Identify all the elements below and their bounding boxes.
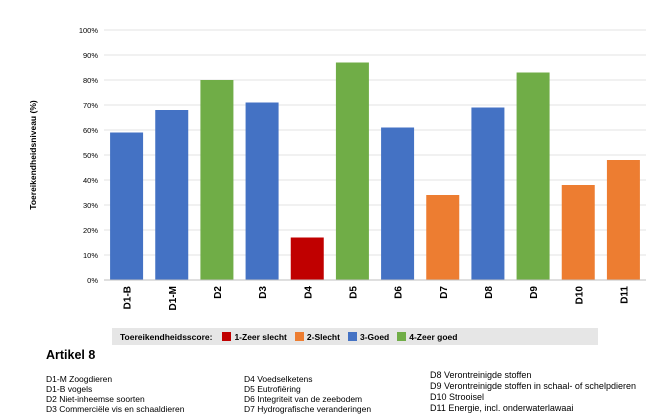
bar-d6 bbox=[381, 127, 415, 280]
y-tick-label: 30% bbox=[83, 201, 98, 210]
y-tick-label: 50% bbox=[83, 151, 98, 160]
legend-swatch bbox=[222, 332, 232, 341]
x-tick-label: D4 bbox=[303, 286, 314, 299]
legend-label: 2-Slecht bbox=[306, 331, 340, 342]
x-axis-ticks: D1-B D1-M D2 D3 D4 D5 D6 D7 D8 D9 D10 D11 bbox=[123, 286, 631, 311]
bar-d9 bbox=[516, 72, 550, 280]
y-tick-label: 0% bbox=[87, 276, 98, 285]
legend-item-zeer-goed: 4-Zeer goed bbox=[397, 332, 457, 342]
bar-d4 bbox=[290, 237, 324, 280]
bar-d5 bbox=[335, 62, 369, 280]
descriptor-key-item: D11 Energie, incl. onderwaterlawaai bbox=[430, 403, 574, 413]
descriptor-key-column-2: D4 Voedselketens D5 Eutrofiëring D6 Inte… bbox=[244, 374, 371, 414]
y-tick-label: 40% bbox=[83, 176, 98, 185]
gridlines bbox=[104, 29, 646, 256]
x-tick-label: D8 bbox=[484, 286, 495, 299]
x-tick-label: D5 bbox=[348, 286, 359, 299]
legend-item-goed: 3-Goed bbox=[347, 331, 390, 342]
descriptor-key-item: D2 Niet-inheemse soorten bbox=[46, 394, 145, 404]
y-axis-ticks: 0% 10% 20% 30% 40% 50% 60% 70% 80% 90% 100% bbox=[79, 26, 99, 285]
y-tick-label: 70% bbox=[83, 101, 98, 110]
x-tick-label: D10 bbox=[574, 286, 585, 305]
legend-swatch bbox=[294, 332, 304, 341]
descriptor-key-item: D7 Hydrografische veranderingen bbox=[244, 404, 372, 414]
legend-item-slecht: 2-Slecht bbox=[294, 331, 340, 342]
bar-d7 bbox=[426, 195, 460, 280]
descriptor-key-column-1: D1-M Zoogdieren D1-B vogels D2 Niet-inhe… bbox=[46, 374, 184, 414]
legend-label: 4-Zeer goed bbox=[409, 331, 458, 342]
bar-d1-b bbox=[110, 132, 144, 280]
descriptor-key-item: D10 Strooisel bbox=[430, 392, 485, 402]
x-tick-label: D9 bbox=[529, 286, 540, 299]
bar-d3 bbox=[245, 102, 279, 280]
x-tick-label: D6 bbox=[394, 286, 405, 299]
legend-label: 1-Zeer slecht bbox=[234, 331, 287, 342]
y-tick-label: 80% bbox=[83, 76, 98, 85]
x-tick-label: D2 bbox=[213, 286, 224, 299]
x-tick-label: D11 bbox=[619, 286, 630, 304]
bar-d2 bbox=[200, 80, 234, 280]
bar-d8 bbox=[471, 107, 505, 280]
descriptor-key-item: D4 Voedselketens bbox=[244, 374, 313, 384]
bars bbox=[110, 62, 640, 280]
bar-d11 bbox=[606, 160, 640, 280]
descriptor-key-column-3: D8 Verontreinigde stoffen D9 Verontreini… bbox=[430, 370, 636, 414]
legend-title: Toereikendheidsscore: bbox=[120, 331, 213, 342]
x-tick-label: D3 bbox=[258, 286, 269, 299]
x-tick-label: D7 bbox=[439, 286, 450, 299]
legend-item-zeer-slecht: 1-Zeer slecht bbox=[222, 331, 287, 342]
article-title: Artikel 8 bbox=[46, 348, 96, 362]
legend-label: 3-Goed bbox=[359, 331, 390, 342]
descriptor-key-item: D8 Verontreinigde stoffen bbox=[430, 370, 532, 380]
descriptor-key-item: D9 Verontreinigde stoffen in schaal- of … bbox=[430, 381, 636, 391]
y-tick-label: 90% bbox=[83, 51, 98, 60]
y-tick-label: 60% bbox=[83, 126, 98, 135]
bar-d10 bbox=[561, 185, 595, 280]
y-tick-label: 10% bbox=[83, 251, 98, 260]
x-tick-label: D1-M bbox=[168, 286, 179, 310]
descriptor-key-item: D3 Commerciële vis en schaaldieren bbox=[46, 404, 185, 414]
y-axis-label: Toereikendheidsniveau (%) bbox=[28, 100, 38, 210]
legend: Toereikendheidsscore: 1-Zeer slecht 2-Sl… bbox=[112, 328, 598, 345]
legend-swatch bbox=[397, 332, 407, 341]
descriptor-key-item: D1-M Zoogdieren bbox=[46, 374, 113, 384]
y-tick-label: 100% bbox=[79, 26, 99, 35]
bar-d1-m bbox=[155, 110, 189, 280]
y-tick-label: 20% bbox=[83, 226, 98, 235]
legend-swatch bbox=[347, 332, 357, 341]
descriptor-key-item: D6 Integriteit van de zeebodem bbox=[244, 394, 363, 404]
x-tick-label: D1-B bbox=[123, 286, 134, 309]
descriptor-key-item: D5 Eutrofiëring bbox=[244, 384, 301, 394]
descriptor-key-item: D1-B vogels bbox=[46, 384, 93, 394]
